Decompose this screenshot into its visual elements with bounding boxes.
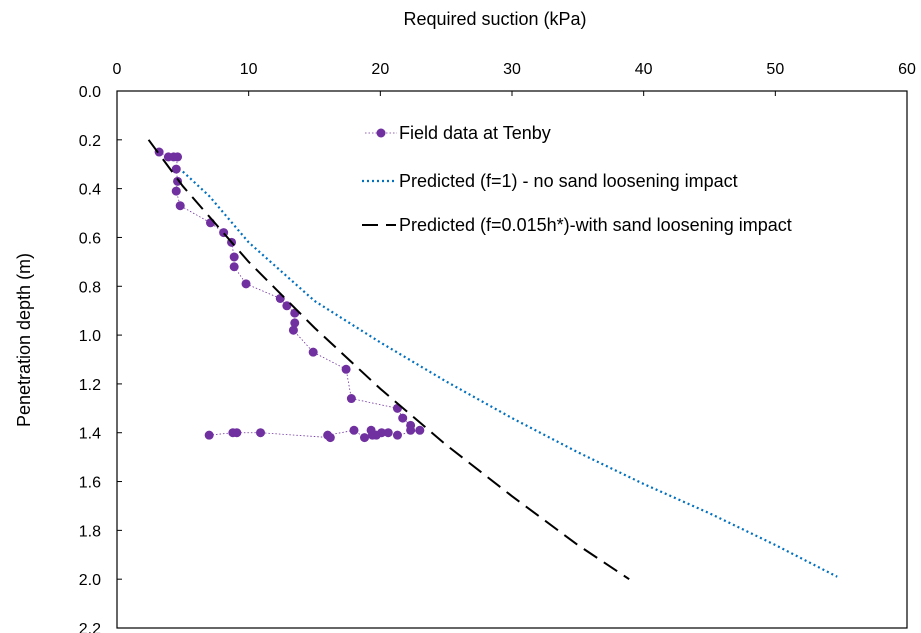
y-tick-label: 0.0 xyxy=(79,84,101,101)
x-tick-label: 20 xyxy=(371,61,389,78)
y-tick-label: 2.2 xyxy=(79,621,101,633)
field-data-point xyxy=(308,347,318,357)
field-data-point xyxy=(290,318,300,328)
field-data-point xyxy=(204,430,214,440)
x-tick-label: 50 xyxy=(766,61,784,78)
field-data-point xyxy=(415,425,425,435)
field-data-point xyxy=(229,252,239,262)
field-data-point xyxy=(346,394,356,404)
series-predicted-f1-line xyxy=(182,170,838,578)
field-data-point xyxy=(171,186,181,196)
y-tick-label: 1.0 xyxy=(79,328,101,345)
series-predicted-f0015-line xyxy=(147,139,630,581)
y-axis: 0.0 0.2 0.4 0.6 0.8 1.0 1.2 1.4 1.6 1.8 2.0 2.2 xyxy=(79,84,122,633)
series-layer xyxy=(147,139,838,581)
field-data-point xyxy=(341,364,351,374)
y-tick-label: 1.8 xyxy=(79,523,101,540)
y-tick-label: 0.2 xyxy=(79,133,101,150)
x-tick-label: 30 xyxy=(503,61,521,78)
y-tick-label: 1.4 xyxy=(79,426,101,443)
field-data-point xyxy=(367,430,377,440)
y-tick-label: 2.0 xyxy=(79,572,101,589)
y-tick-label: 0.4 xyxy=(79,182,101,199)
x-tick-label: 40 xyxy=(635,61,653,78)
legend-label: Predicted (f=1) - no sand loosening impa… xyxy=(399,171,738,191)
field-data-point xyxy=(173,152,183,162)
x-tick-label: 10 xyxy=(240,61,258,78)
field-data-point xyxy=(256,428,266,438)
field-data-point xyxy=(229,262,239,272)
field-data-point xyxy=(406,425,416,435)
series-field-data-line xyxy=(158,151,420,439)
legend: Field data at Tenby Predicted (f=1) - no … xyxy=(362,123,792,235)
x-axis: 0 10 20 30 40 50 60 xyxy=(113,61,916,96)
field-data-point xyxy=(349,425,359,435)
y-tick-label: 1.2 xyxy=(79,377,101,394)
field-data-point xyxy=(360,433,370,443)
y-tick-label: 0.6 xyxy=(79,230,101,247)
field-data-point xyxy=(325,433,335,443)
legend-marker-field-data xyxy=(376,128,386,138)
y-tick-label: 0.8 xyxy=(79,279,101,296)
x-tick-label: 60 xyxy=(898,61,916,78)
legend-label: Field data at Tenby xyxy=(399,123,551,143)
x-tick-label: 0 xyxy=(113,61,122,78)
y-axis-title: Penetration depth (m) xyxy=(14,253,34,427)
field-data-point xyxy=(383,428,393,438)
legend-label: Predicted (f=0.015h*)-with sand loosenin… xyxy=(399,215,792,235)
field-data-point xyxy=(392,430,402,440)
field-data-point xyxy=(175,201,185,211)
x-axis-title: Required suction (kPa) xyxy=(403,9,586,29)
field-data-point xyxy=(398,413,408,423)
field-data-point xyxy=(171,164,181,174)
field-data-point xyxy=(288,325,298,335)
field-data-point xyxy=(241,279,251,289)
y-tick-label: 1.6 xyxy=(79,475,101,492)
field-data-point xyxy=(228,428,238,438)
